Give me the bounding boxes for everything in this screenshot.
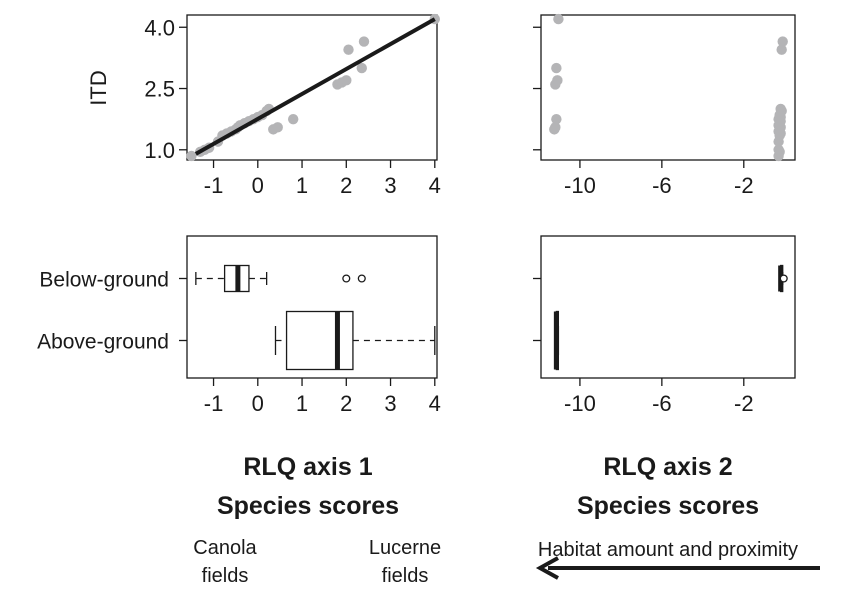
lucerne-label-line1: Lucerne [369, 537, 441, 559]
panel-bottom-right-box-below-ground [778, 264, 788, 293]
panel-top-left-y-tick-label: 4.0 [144, 15, 175, 40]
panel-top-left-x-tick-label: 3 [384, 173, 396, 198]
y-axis-title-group: ITD [86, 70, 111, 105]
panel-top-left-x-tick-label: 1 [296, 173, 308, 198]
x-axis-title-rlq2: RLQ axis 2 [603, 453, 732, 481]
panel-bottom-right-x-tick-label: -10 [564, 391, 596, 416]
panel-top-left-x-tick-label: 4 [429, 173, 441, 198]
scatter-point [773, 136, 784, 147]
panel-top-right-x-tick-label: -6 [652, 173, 672, 198]
panel-bottom-right-box-above-ground [553, 310, 560, 371]
panel-bottom-left-x-tick-label: 0 [252, 391, 264, 416]
panel-top-left-y-tick-label: 1.0 [144, 138, 175, 163]
habitat-annotations: Canola fields Lucerne fields Habitat amo… [193, 537, 820, 587]
panel-bottom-left-x-tick-label: 1 [296, 391, 308, 416]
y-axis-title-itd: ITD [86, 70, 111, 105]
panel-bottom-left-category-label: Below-ground [39, 269, 169, 292]
panel-top-left-x-tick-label: -1 [204, 173, 224, 198]
panel-bottom-left-x-tick-label: 3 [384, 391, 396, 416]
panel-top-right-x-tick-label: -10 [564, 173, 596, 198]
panel-bottom-left-x-tick-label: 2 [340, 391, 352, 416]
panel-top-left-x-tick-label: 2 [340, 173, 352, 198]
habitat-label: Habitat amount and proximity [538, 539, 798, 561]
scatter-point [272, 122, 283, 133]
panel-bottom-left-x-tick-label: -1 [204, 391, 224, 416]
panel-bottom-left-box-below-ground [195, 264, 366, 293]
panel-bottom-right-x-axis: -10 -6 -2 [564, 378, 754, 416]
panel-bottom-left-frame [186, 235, 438, 379]
scatter-point [553, 13, 564, 25]
panel-bottom-right-x-tick-label: -2 [734, 391, 754, 416]
scatter-point [343, 44, 354, 55]
panel-bottom-right-frame [540, 235, 796, 379]
panel-top-left-frame [186, 14, 438, 161]
scatter-point [356, 62, 367, 74]
panel-bottom-left-box-above-ground [274, 310, 436, 371]
panel-top-right-x-tick-label: -2 [734, 173, 754, 198]
lucerne-label-line2: fields [382, 565, 429, 587]
scatter-point [341, 75, 352, 86]
scatter-point [773, 150, 784, 162]
panel-top-left-y-tick-label: 2.5 [144, 77, 175, 102]
panel-top-right-x-axis: -10 -6 -2 [564, 160, 754, 198]
canola-label-line2: fields [202, 565, 249, 587]
regression-line [194, 17, 436, 156]
x-axis-subtitle-rlq1: Species scores [217, 492, 399, 520]
x-axis-subtitle-rlq2: Species scores [577, 492, 759, 520]
canola-label-line1: Canola [193, 537, 257, 559]
panel-top-right-frame [540, 14, 796, 161]
scatter-point [186, 150, 197, 162]
panel-bottom-right-x-tick-label: -6 [652, 391, 672, 416]
panel-bottom-left-x-axis: -1 0 1 2 3 4 [204, 378, 441, 416]
scatter-point [776, 44, 787, 55]
panel-top-left-x-tick-label: 0 [252, 173, 264, 198]
scatter-point [287, 113, 299, 125]
panel-top-left-x-axis: -1 0 1 2 3 4 [204, 160, 441, 198]
panel-top-left-points [186, 13, 440, 162]
panel-bottom-left-y-axis: Below-ground Above-ground [37, 269, 187, 354]
outlier-point [357, 274, 366, 283]
scatter-point [551, 113, 562, 125]
scatter-point [550, 79, 561, 90]
x-axis-title-group: RLQ axis 1 Species scores RLQ axis 2 Spe… [217, 453, 759, 520]
panel-bottom-left-x-tick-label: 4 [429, 391, 441, 416]
habitat-arrow-head [535, 556, 559, 580]
scatter-point [550, 122, 561, 133]
panel-top-right-y-axis [533, 26, 541, 151]
panel-bottom-left-category-label: Above-ground [37, 331, 169, 354]
x-axis-title-rlq1: RLQ axis 1 [243, 453, 372, 481]
scatter-point [551, 62, 562, 74]
scatter-point [777, 36, 788, 47]
panel-bottom-right-y-axis [533, 277, 541, 342]
panel-top-right-points [549, 13, 788, 162]
outlier-point [342, 274, 351, 283]
outlier-point [779, 274, 788, 283]
panel-top-left-y-axis: 1.0 2.5 4.0 [144, 15, 187, 163]
box-iqr [285, 310, 354, 371]
scatter-point [358, 36, 370, 47]
